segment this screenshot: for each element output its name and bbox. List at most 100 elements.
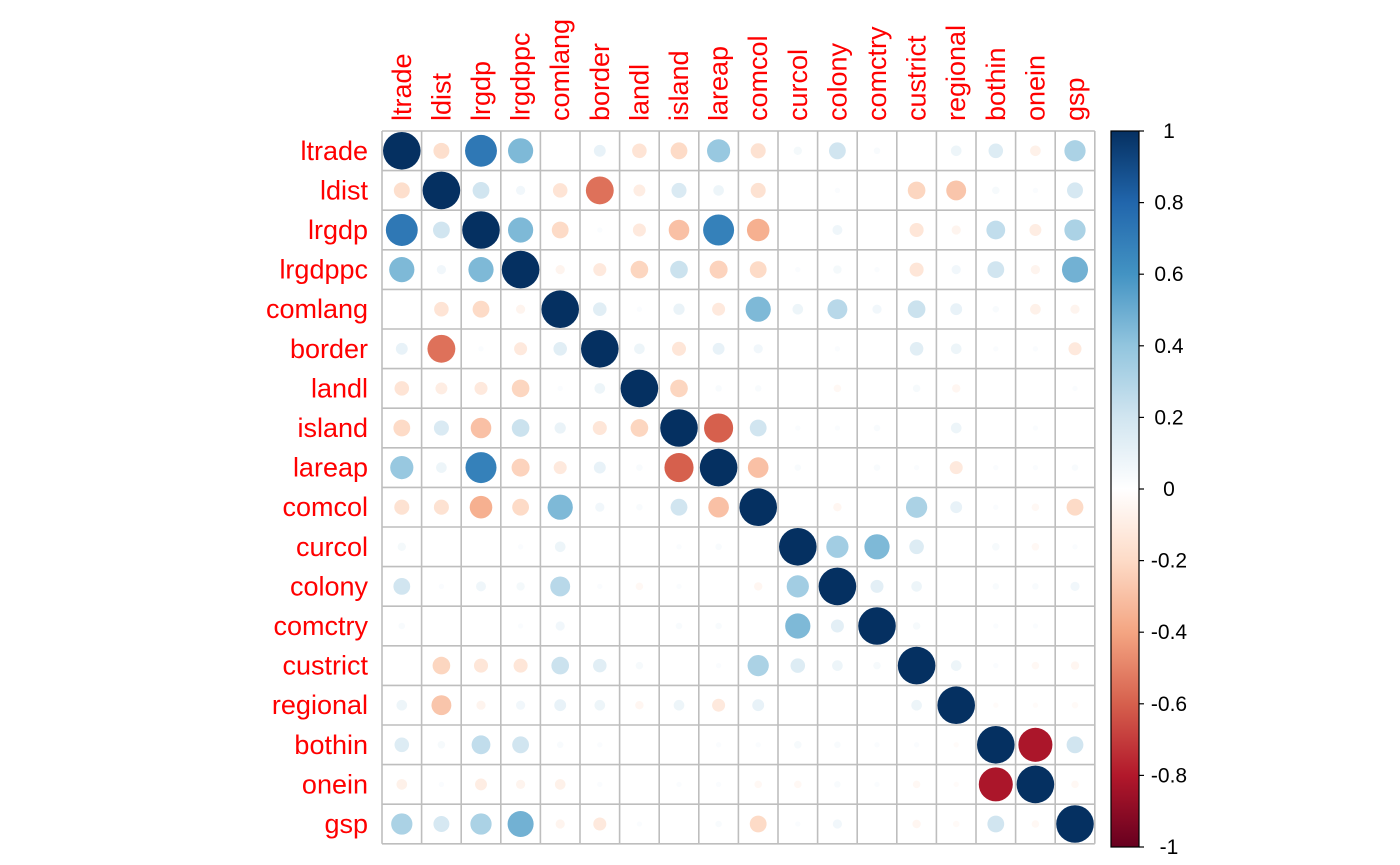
corr-circle-lrgdppc-onein: [1030, 264, 1041, 275]
row-label-comcol: comcol: [282, 492, 368, 522]
corr-circle-comcol-regional: [950, 501, 963, 514]
row-label-comctry: comctry: [274, 611, 369, 641]
corr-circle-lrgdp-custrict: [909, 222, 924, 238]
corr-circle-lrgdppc-island: [670, 260, 688, 279]
corr-circle-lareap-regional: [949, 461, 963, 475]
corr-circle-custrict-lrgdppc: [513, 658, 528, 673]
corr-circle-custrict-comcol: [747, 654, 769, 677]
corr-circle-lareap-lareap: [699, 448, 738, 487]
corr-circle-colony-curcol: [786, 575, 809, 598]
corr-circle-lrgdp-ltrade: [385, 214, 418, 246]
corr-circle-custrict-comctry: [873, 661, 881, 670]
corr-circle-lrgdp-onein: [1029, 224, 1042, 236]
corr-circle-ltrade-comcol: [750, 143, 766, 159]
corr-circle-lrgdp-ldist: [432, 221, 450, 239]
row-label-onein: onein: [302, 769, 368, 799]
corr-circle-border-bothin: [993, 346, 999, 352]
corr-circle-landl-border: [594, 383, 606, 394]
corr-circle-colony-gsp: [1070, 581, 1080, 592]
corr-circle-ldist-lrgdp: [472, 181, 490, 199]
corr-circle-onein-comctry: [874, 781, 880, 788]
corr-circle-bothin-curcol: [794, 741, 802, 749]
corr-circle-custrict-comlang: [551, 656, 570, 675]
corr-circle-regional-lareap: [712, 698, 726, 712]
corr-circle-landl-regional: [952, 384, 961, 393]
corr-circle-ltrade-bothin: [988, 143, 1004, 159]
corr-circle-lrgdppc-lrgdppc: [501, 250, 540, 289]
corr-circle-custrict-ldist: [432, 656, 451, 675]
row-label-colony: colony: [290, 571, 369, 601]
corr-circle-bothin-comctry: [874, 742, 880, 748]
corr-circle-lareap-comcol: [747, 457, 769, 478]
corr-circle-comctry-onein: [1032, 623, 1039, 629]
column-label-ldist: ldist: [426, 72, 456, 121]
corr-circle-lrgdppc-regional: [951, 264, 961, 275]
corr-circle-island-regional: [950, 422, 962, 434]
colorbar: 1 0.8 0.6 0.4 0.2 0 -0.2 -0.4 -0.6 -0.8 -1: [1110, 120, 1187, 859]
corr-circle-colony-onein: [1032, 583, 1039, 590]
corr-circle-custrict-regional: [950, 660, 962, 671]
corr-circle-ldist-landl: [633, 184, 646, 197]
corr-circle-lrgdp-landl: [632, 223, 646, 237]
corr-circle-ldist-lrgdppc: [515, 185, 526, 196]
corr-circle-colony-custrict: [911, 581, 922, 592]
corr-circle-colony-colony: [818, 567, 857, 606]
corr-circle-comlang-bothin: [992, 305, 1000, 313]
corr-circle-custrict-landl: [635, 661, 644, 670]
corr-circle-landl-lrgdp: [474, 381, 488, 395]
column-label-lrgdppc: lrgdppc: [506, 32, 536, 121]
corr-circle-comctry-curcol: [785, 613, 811, 639]
corr-circle-curcol-ltrade: [397, 542, 406, 551]
row-labels: ltrade ldist lrgdp lrgdppc comlang border land…: [266, 136, 369, 839]
corr-circle-regional-border: [594, 699, 606, 711]
corr-circle-comlang-comlang: [541, 290, 579, 329]
corr-circle-ldist-ldist: [422, 171, 461, 210]
column-label-comctry: comctry: [862, 26, 892, 121]
corr-circle-comlang-lrgdppc: [515, 304, 526, 314]
corr-circle-ltrade-lareap: [707, 139, 731, 163]
corr-circle-comcol-lareap: [708, 496, 729, 518]
corr-circle-lrgdp-island: [668, 219, 690, 241]
corr-circle-landl-ltrade: [394, 381, 410, 396]
corr-circle-border-lrgdppc: [514, 342, 528, 356]
corr-circle-curcol-custrict: [909, 539, 924, 555]
colorbar-tick-label: 0.4: [1154, 335, 1184, 358]
corr-circle-onein-border: [597, 781, 603, 788]
corr-circle-lrgdp-colony: [832, 225, 843, 235]
corr-circle-landl-colony: [833, 384, 842, 393]
corr-circle-comctry-custrict: [912, 622, 921, 630]
corr-circle-border-lrgdp: [478, 346, 484, 352]
corr-circle-lareap-island: [664, 453, 694, 483]
corr-circle-curcol-island: [676, 544, 682, 550]
column-label-onein: onein: [1020, 55, 1050, 121]
corr-circle-lareap-curcol: [794, 464, 802, 471]
corr-circle-comlang-island: [673, 303, 685, 315]
corr-circle-comctry-bothin: [993, 623, 999, 629]
corr-circle-regional-custrict: [911, 699, 922, 711]
corr-circle-regional-gsp: [1071, 701, 1079, 709]
corr-circle-custrict-bothin: [993, 662, 999, 669]
corr-circle-comlang-comcol: [745, 296, 771, 322]
corr-circle-curcol-gsp: [1072, 544, 1078, 550]
corr-circle-comlang-custrict: [907, 300, 926, 319]
corr-circle-lrgdppc-custrict: [909, 262, 924, 277]
corr-circle-border-ldist: [427, 334, 456, 363]
corr-circle-border-comlang: [553, 342, 567, 356]
corr-circle-lrgdppc-border: [593, 263, 607, 277]
corr-circle-island-lrgdp: [470, 417, 492, 439]
corr-circle-curcol-curcol: [779, 528, 817, 566]
corr-circle-lrgdppc-gsp: [1061, 256, 1089, 283]
corr-circle-regional-comcol: [752, 699, 765, 712]
corr-circle-bothin-custrict: [913, 742, 920, 748]
corr-circle-gsp-colony: [832, 819, 843, 829]
corr-circle-ltrade-landl: [632, 143, 647, 159]
corr-circle-lareap-border: [593, 461, 606, 474]
corr-circle-custrict-lareap: [715, 662, 722, 669]
corr-circle-ltrade-gsp: [1064, 140, 1086, 162]
corr-circle-bothin-comcol: [755, 742, 761, 748]
corr-circle-comlang-lareap: [712, 302, 726, 316]
corr-circle-island-ltrade: [393, 419, 411, 437]
corr-circle-ltrade-curcol: [793, 146, 802, 155]
corr-circle-gsp-lareap: [715, 820, 722, 828]
